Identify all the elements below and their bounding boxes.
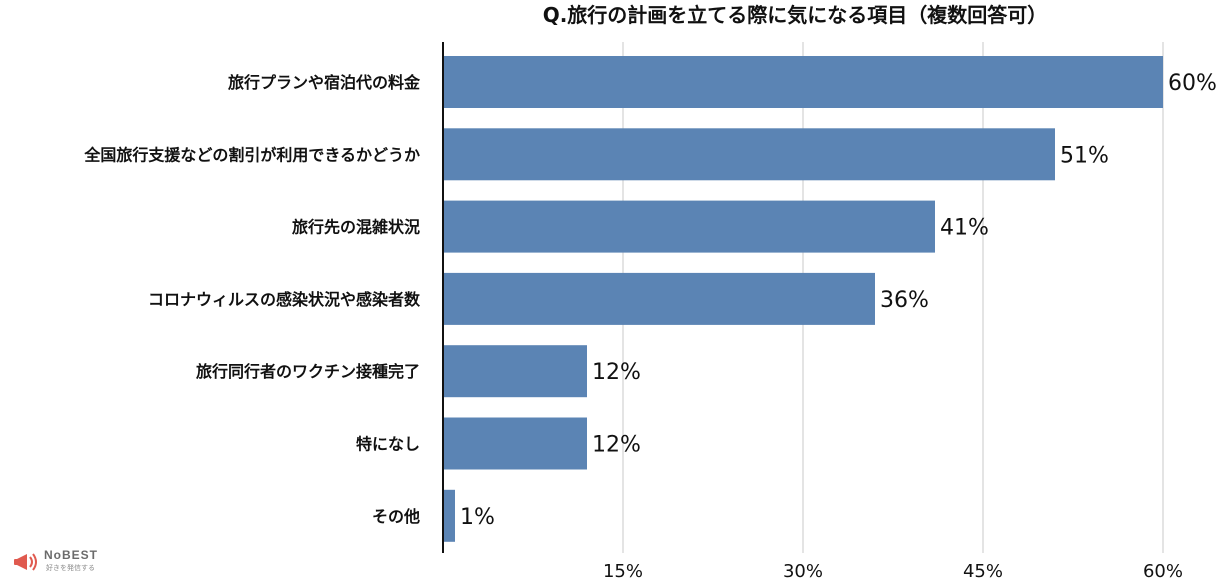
data-label-1: 51% [1060, 143, 1109, 168]
data-label-4: 12% [592, 360, 641, 385]
bar-1 [443, 128, 1055, 181]
x-tick-label-1: 30% [783, 561, 823, 580]
bar-6 [443, 489, 455, 542]
bars [443, 56, 1163, 542]
bar-5 [443, 417, 587, 470]
bar-2 [443, 200, 935, 253]
data-label-5: 12% [592, 433, 641, 458]
bar-3 [443, 272, 875, 325]
category-label-6: その他 [372, 507, 420, 526]
x-tick-label-2: 45% [963, 561, 1003, 580]
data-label-0: 60% [1168, 71, 1217, 96]
data-label-2: 41% [940, 216, 989, 241]
megaphone-icon [14, 553, 37, 571]
category-label-4: 旅行同行者のワクチン接種完了 [196, 362, 420, 381]
category-label-5: 特になし [356, 435, 420, 454]
data-label-3: 36% [880, 288, 929, 313]
category-label-2: 旅行先の混雑状況 [292, 218, 420, 237]
logo-brand: NoBEST [44, 548, 98, 562]
data-labels: 60% 51% 41% 36% 12% 12% 1% [460, 71, 1217, 530]
logo-tagline: 好きを発信する [46, 564, 95, 572]
chart-title: Q.旅行の計画を立てる際に気になる項目（複数回答可） [543, 3, 1048, 27]
bar-0 [443, 56, 1163, 108]
category-label-0: 旅行プランや宿泊代の料金 [228, 73, 421, 92]
x-tick-label-0: 15% [603, 561, 643, 580]
nobest-logo: NoBEST 好きを発信する [14, 548, 124, 576]
x-axis-tick-labels: 15% 30% 45% 60% [603, 561, 1183, 580]
category-label-3: コロナウィルスの感染状況や感染者数 [148, 290, 421, 309]
category-labels: 旅行プランや宿泊代の料金全国旅行支援などの割引が利用できるかどうか旅行先の混雑状… [83, 73, 421, 526]
bar-4 [443, 345, 587, 398]
data-label-6: 1% [460, 505, 495, 530]
x-tick-label-3: 60% [1143, 561, 1183, 580]
category-label-1: 全国旅行支援などの割引が利用できるかどうか [83, 145, 420, 164]
